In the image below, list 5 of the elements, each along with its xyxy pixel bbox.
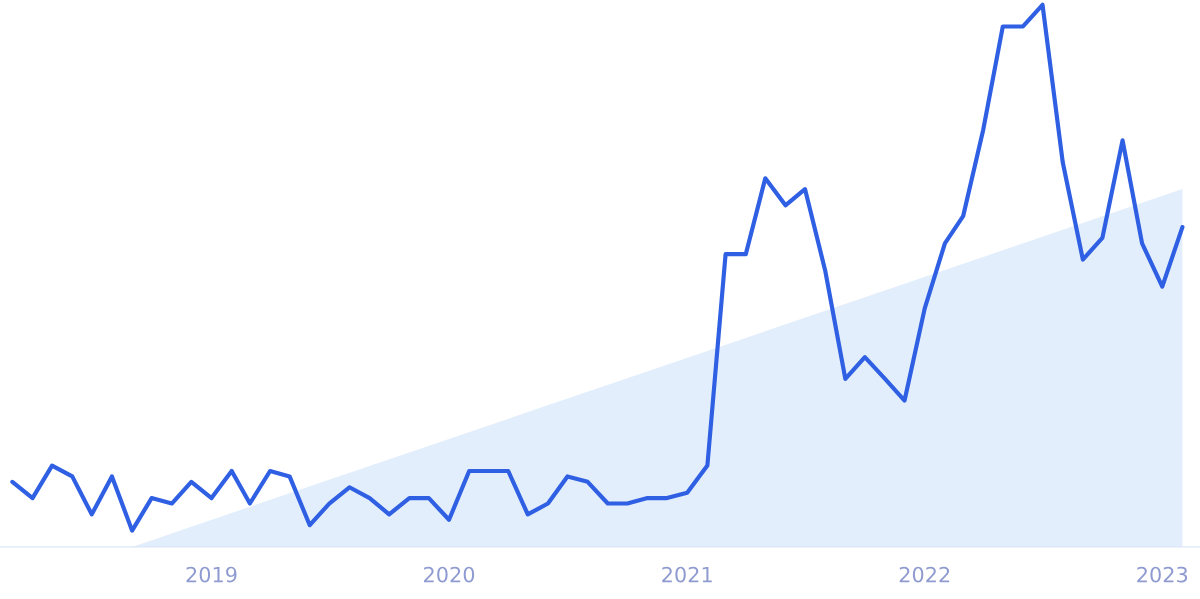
x-tick-label: 2019 — [186, 566, 237, 583]
x-tick-label: 2022 — [899, 566, 950, 583]
x-tick-label: 2020 — [424, 566, 475, 583]
x-tick-label: 2023 — [1137, 566, 1188, 583]
x-tick-label: 2021 — [662, 566, 712, 583]
